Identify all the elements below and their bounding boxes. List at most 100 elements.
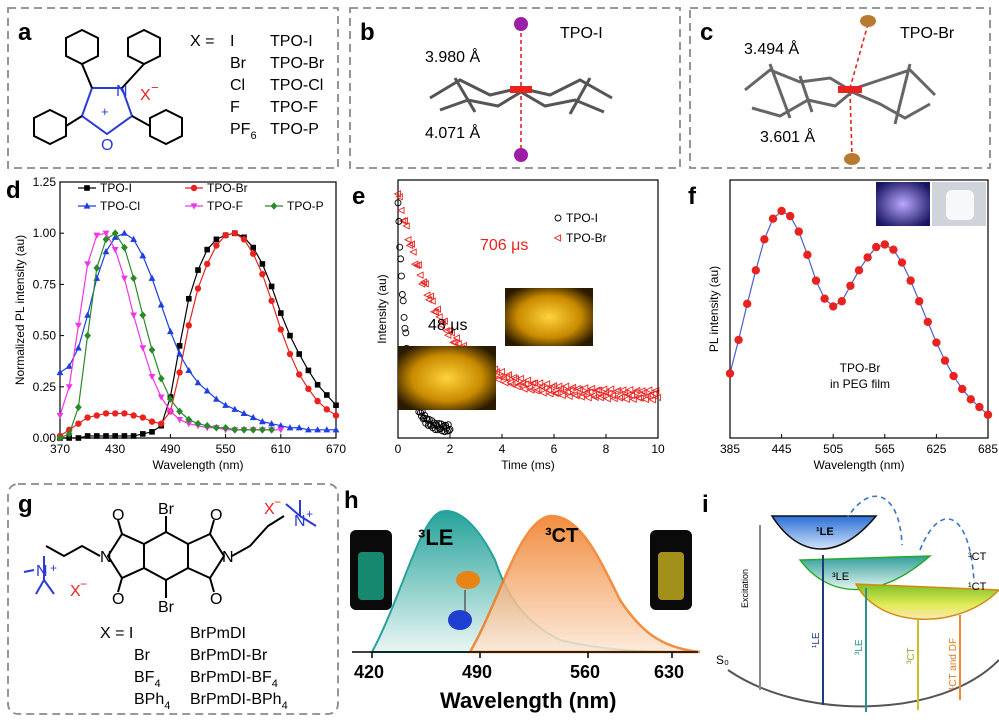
d-point-3-24 [277,427,285,434]
d-point-2-22 [259,418,266,425]
d-point-4-23 [268,426,275,434]
tpo-br-crystal-photo [505,288,593,346]
panel-b-distance-top: 3.980 Å [425,47,480,66]
e-point-br-0 [393,190,402,198]
panel-e-label: e [352,183,365,210]
e-point-br-27 [440,317,448,325]
d-point-1-24 [277,326,284,333]
carbonyl-o-3: O [210,507,222,524]
tpo-structure [33,28,183,146]
d-point-1-29 [323,406,330,413]
e-xtick-label-5: 10 [651,442,665,456]
vial-yellow-glow [658,552,684,600]
anion-right-charge: − [274,495,281,509]
e-point-i-2 [396,243,404,251]
panel-b-label: b [360,19,375,46]
f-point-29 [975,402,984,412]
e-point-br-22 [431,308,440,316]
e-point-br-148 [650,389,658,398]
excitation-label: Excitation [740,569,750,608]
d-point-0-28 [314,381,321,388]
d-point-4-17 [213,423,220,432]
salt-name-1: TPO-Br [270,55,325,72]
e-point-br-119 [599,385,608,393]
e-point-br-95 [558,391,566,400]
e-point-br-149 [651,386,660,395]
e-point-br-74 [521,380,530,388]
e-point-br-19 [426,292,434,300]
le1-well [770,515,878,550]
d-ytick-label-3: 0.75 [33,277,57,291]
f-point-0 [725,369,735,378]
bromide-top [860,15,876,27]
e-point-br-115 [592,386,601,394]
e-xtick-label-4: 8 [603,442,610,456]
d-point-1-23 [268,297,275,304]
d-point-0-15 [195,267,201,273]
g-salt-name-3: BrPmDI-BPh4 [190,691,288,712]
d-point-3-5 [102,230,110,237]
anion-left: X [70,583,81,600]
d-point-1-7 [121,410,128,417]
e-point-br-131 [620,388,629,397]
f-point-15 [854,266,864,275]
d-point-3-6 [111,246,119,254]
e-point-br-31 [447,329,455,337]
d-xtick-label-3: 550 [216,442,236,456]
d-point-0-25 [287,332,293,339]
e-point-br-75 [523,376,532,384]
e-point-br-103 [572,391,580,400]
e-point-br-136 [629,395,637,404]
e-point-br-101 [568,383,577,392]
d-point-4-11 [157,374,165,383]
f-point-2 [743,299,752,309]
d-point-2-26 [295,424,303,431]
e-point-br-4 [400,217,408,225]
e-point-br-91 [551,389,559,398]
panel-b-title: TPO-I [560,25,603,42]
d-point-4-13 [176,407,183,416]
brpmdi-structure [23,500,317,598]
e-point-br-32 [449,338,457,347]
d-point-3-8 [130,312,137,319]
d-legend-entry-4: TPO-P [265,199,324,213]
e-xtick-label-3: 6 [551,442,558,456]
e-point-br-147 [648,396,656,404]
d-legend-entry-0: TPO-I [78,181,132,195]
anion-x: X [140,87,151,104]
d-point-2-12 [167,327,174,335]
f-point-21 [906,276,915,285]
e-point-br-97 [561,382,570,390]
d-point-2-5 [102,248,110,255]
d-point-1-18 [222,232,229,239]
h-tick-label-3: 630 [654,662,684,682]
e-point-br-1 [395,193,403,201]
film-uv-photo [876,182,930,226]
f-point-12 [829,302,838,311]
d-point-2-25 [286,424,294,431]
g-counterion-1: Br [134,647,151,664]
le1-label: ¹LE [816,526,834,538]
br-top: Br [158,501,175,518]
e-i-lifetime: 48 μs [428,317,467,334]
e-point-br-76 [525,383,533,392]
e-point-br-139 [634,394,642,402]
e-point-br-66 [507,380,516,389]
f-point-11 [820,294,829,303]
d-point-2-2 [75,344,82,351]
d-point-0-6 [112,433,118,439]
d-ylabel: Normalized PL intensity (au) [13,235,27,385]
f-xtick-label-1: 445 [772,442,792,456]
d-xtick-label-4: 610 [271,442,291,456]
ring-n: N [116,83,128,100]
tpo-i-molecule [429,77,613,115]
bromide-contact-bottom [849,91,853,157]
panel-b-frame [349,7,681,169]
arrow-label-le3: ³LE [854,639,865,655]
d-point-4-15 [194,419,202,428]
bromide-bottom [844,153,860,165]
e-point-br-59 [495,373,504,381]
panel-c-frame [689,7,991,169]
